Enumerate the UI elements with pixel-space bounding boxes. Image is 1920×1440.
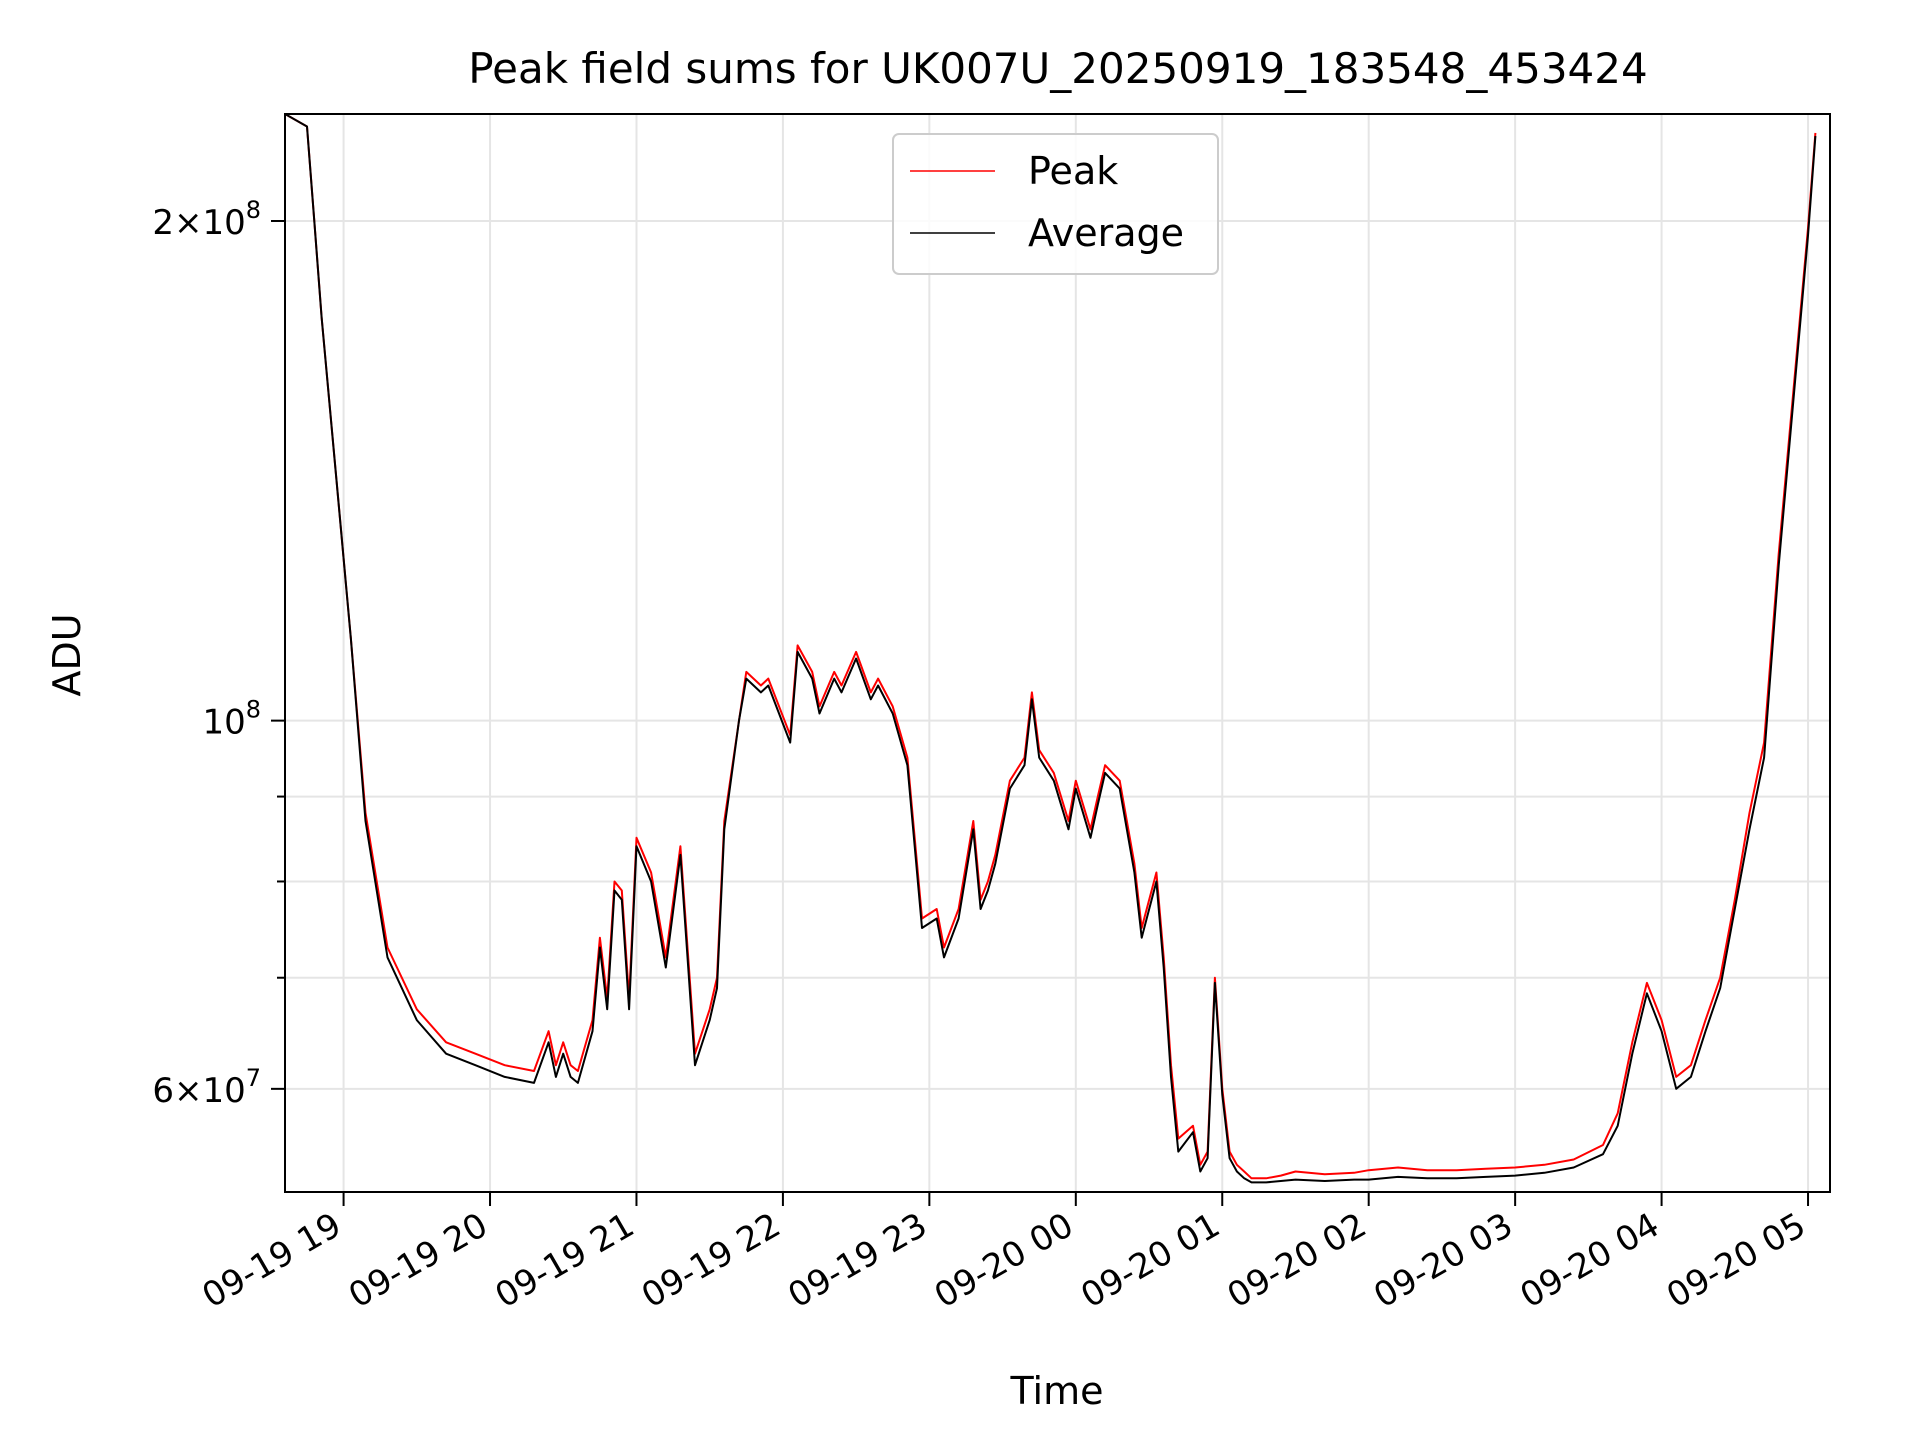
series-layer [285,114,1817,1184]
legend-average-label: Average [1028,211,1184,255]
y-tick-label: 6×107 [152,1064,261,1111]
series-line-average [285,114,1817,1184]
y-tick-label: 2×108 [152,196,261,243]
legend-box [892,133,1219,275]
y-axis: 6×107 108 2×108 [152,196,285,1111]
y-tick-label: 108 [202,696,261,743]
grid [285,114,1830,1192]
chart-title: Peak field sums for UK007U_20250919_1835… [468,44,1647,93]
x-axis-label: Time [1010,1369,1104,1413]
y-axis-label: ADU [45,613,89,696]
legend: Peak Average [892,133,1219,275]
plot-frame [284,113,1831,1193]
legend-peak-label: Peak [1028,149,1118,193]
